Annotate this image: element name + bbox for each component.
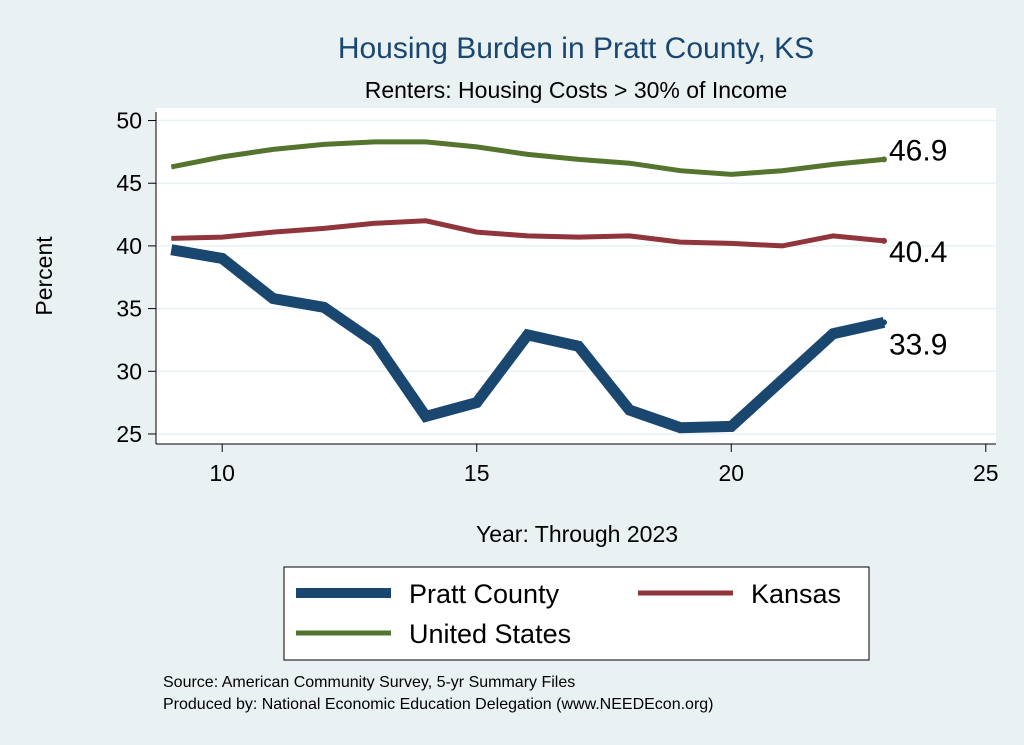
- axes: 25 30 35 40 45 50 10 15 20 25: [116, 108, 998, 486]
- y-tick-label-40: 40: [116, 233, 142, 259]
- series-line-pratt-county: [170, 244, 886, 434]
- legend-label-pratt-county: Pratt County: [409, 579, 560, 609]
- end-point-kansas: [881, 237, 887, 244]
- end-label-pratt-county: 33.9: [889, 328, 947, 361]
- legend-box: [283, 566, 870, 661]
- producer-note: Produced by: National Economic Education…: [163, 696, 714, 713]
- gridlines: [156, 119, 996, 435]
- end-point-united-states: [881, 156, 887, 163]
- legend-label-kansas: Kansas: [751, 579, 841, 609]
- x-tick-label-20: 20: [718, 460, 744, 486]
- x-tick-label-15: 15: [464, 460, 490, 486]
- y-axis-title: Percent: [31, 236, 57, 316]
- x-tick-label-10: 10: [209, 460, 235, 486]
- end-label-united-states: 46.9: [889, 134, 947, 167]
- x-axis-title: Year: Through 2023: [476, 521, 678, 547]
- end-label-kansas: 40.4: [889, 236, 947, 269]
- y-tick-label-25: 25: [116, 421, 142, 447]
- end-labels: 33.9 40.4 46.9: [889, 134, 947, 361]
- source-note: Source: American Community Survey, 5-yr …: [163, 674, 575, 691]
- y-tick-label-35: 35: [116, 296, 142, 322]
- y-tick-label-45: 45: [116, 170, 142, 196]
- series-line-kansas: [171, 218, 885, 249]
- series-group: [170, 139, 887, 434]
- x-tick-label-25: 25: [973, 460, 999, 486]
- chart-subtitle: Renters: Housing Costs > 30% of Income: [365, 77, 788, 103]
- y-tick-label-30: 30: [116, 358, 142, 384]
- series-line-united-states: [170, 139, 885, 177]
- end-point-pratt-county: [881, 319, 887, 326]
- legend-label-united-states: United States: [409, 619, 571, 649]
- legend: Pratt County Kansas United States: [283, 566, 870, 661]
- chart-title: Housing Burden in Pratt County, KS: [338, 32, 814, 65]
- y-tick-label-50: 50: [116, 108, 142, 134]
